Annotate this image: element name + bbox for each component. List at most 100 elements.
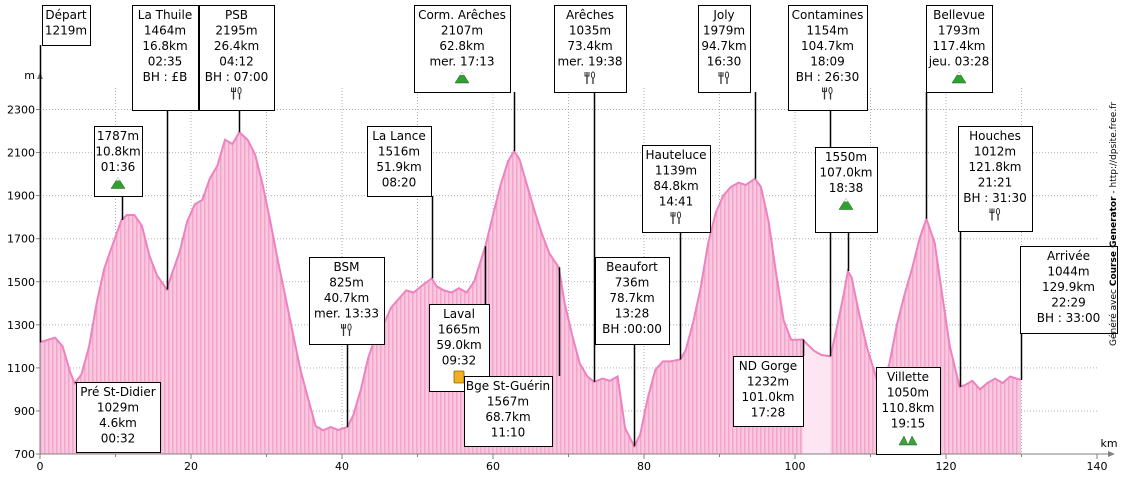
waypoint-text: 1050m <box>887 386 929 400</box>
waypoint-text: Contamines <box>792 8 864 22</box>
waypoint-box <box>595 257 670 345</box>
waypoint-text: 22:29 <box>1051 296 1086 310</box>
waypoint-box <box>309 257 385 345</box>
waypoint-box <box>958 126 1033 232</box>
waypoint-text: 1567m <box>487 395 529 409</box>
waypoint-text: 1464m <box>144 24 186 38</box>
waypoint-box <box>42 5 91 46</box>
waypoint-text: 1012m <box>974 145 1016 159</box>
waypoint-text: 13:28 <box>615 307 650 321</box>
waypoint-text: 101.0km <box>742 390 795 404</box>
waypoint-text: Villette <box>887 370 929 384</box>
y-tick-label: 1700 <box>7 233 35 246</box>
waypoint-text: 19:15 <box>891 417 926 431</box>
waypoint-text: 59.0km <box>436 338 481 352</box>
waypoint-text: 84.8km <box>653 179 698 193</box>
waypoint-text: jeu. 03:28 <box>928 55 990 69</box>
waypoint-text: 18:38 <box>829 181 864 195</box>
waypoint-text: 21:21 <box>978 176 1013 190</box>
y-tick-label: 1500 <box>7 276 35 289</box>
food-station-icon <box>231 87 242 100</box>
waypoint-text: Beaufort <box>606 260 658 274</box>
summit-icon <box>110 177 126 189</box>
waypoint-text: 18:09 <box>810 55 845 69</box>
fork-prongs <box>341 324 346 329</box>
fork-prongs <box>584 72 590 77</box>
waypoint-text: 104.7km <box>801 39 854 53</box>
waypoint-text: Hauteluce <box>646 148 707 162</box>
waypoint-text: 51.9km <box>376 160 421 174</box>
waypoint-text: 4.6km <box>99 416 137 430</box>
summit-icon <box>454 71 470 84</box>
waypoint-text: BH : 31:30 <box>963 191 1027 205</box>
waypoint-text: 1550m <box>825 150 867 164</box>
waypoint-text: 1516m <box>378 145 420 159</box>
food-station-icon <box>584 71 596 84</box>
waypoint-text: Départ <box>45 8 87 22</box>
waypoint-text: 825m <box>329 276 364 290</box>
waypoint-text: 11:10 <box>491 426 526 440</box>
waypoint-text: Joly <box>712 8 734 22</box>
waypoint-annotation: Départ 1219m <box>39 5 91 343</box>
waypoint-box <box>132 5 199 111</box>
waypoint-text: 1665m <box>438 323 480 337</box>
y-axis-label: m <box>24 69 35 82</box>
waypoint-text: 2107m <box>441 24 483 38</box>
cup <box>453 370 465 384</box>
waypoint-text: PSB <box>225 8 248 22</box>
waypoint-text: BH : 07:00 <box>205 70 269 84</box>
waypoint-text: BH : 33:00 <box>1037 311 1101 325</box>
waypoint-text: Arrivée <box>1047 249 1090 263</box>
x-axis-label: km <box>1100 437 1117 450</box>
waypoint-text: 121.8km <box>969 160 1022 174</box>
waypoint-text: mer. 19:38 <box>557 55 622 69</box>
waypoint-text: 09:32 <box>442 354 477 368</box>
waypoint-text: 1044m <box>1047 265 1089 279</box>
x-tick-label: 80 <box>637 460 651 473</box>
fork-prongs <box>670 212 676 217</box>
x-tick-label: 0 <box>37 460 44 473</box>
waypoint-text: 04:12 <box>219 55 254 69</box>
x-tick-label: 120 <box>936 460 957 473</box>
waypoint-text: Houches <box>969 129 1021 143</box>
waypoint-box <box>876 367 941 455</box>
y-tick-label: 1300 <box>7 319 35 332</box>
x-axis-arrow <box>1108 451 1115 457</box>
credit-text: Généré avec Course Generator - http://dp… <box>1108 102 1119 346</box>
waypoint-text: 129.9km <box>1042 280 1095 294</box>
waypoint-box <box>642 145 711 233</box>
waypoint-box <box>367 126 432 197</box>
flag-icon <box>898 435 918 446</box>
waypoint-box <box>698 5 751 93</box>
x-tick-label: 140 <box>1087 460 1108 473</box>
y-tick-label: 2100 <box>7 147 35 160</box>
waypoint-text: 1154m <box>806 24 848 38</box>
waypoint-box <box>815 147 878 233</box>
waypoint-text: 68.7km <box>485 410 530 424</box>
flag-right <box>907 435 918 446</box>
waypoint-box <box>464 376 553 447</box>
waypoint-text: 40.7km <box>324 291 369 305</box>
fork-prongs <box>822 87 827 92</box>
waypoint-text: La Thuile <box>138 8 192 22</box>
waypoint-text: 110.8km <box>882 401 935 415</box>
waypoint-text: 17:28 <box>751 406 786 420</box>
waypoint-text: 73.4km <box>567 39 612 53</box>
x-tick-label: 60 <box>486 460 500 473</box>
waypoint-text: 78.7km <box>609 291 654 305</box>
waypoint-text: ND Gorge <box>739 359 797 373</box>
credit-prefix: Généré avec <box>1108 286 1119 346</box>
waypoint-text: 02:35 <box>148 55 183 69</box>
waypoint-text: 62.8km <box>439 39 484 53</box>
elevation-line <box>39 130 1022 449</box>
